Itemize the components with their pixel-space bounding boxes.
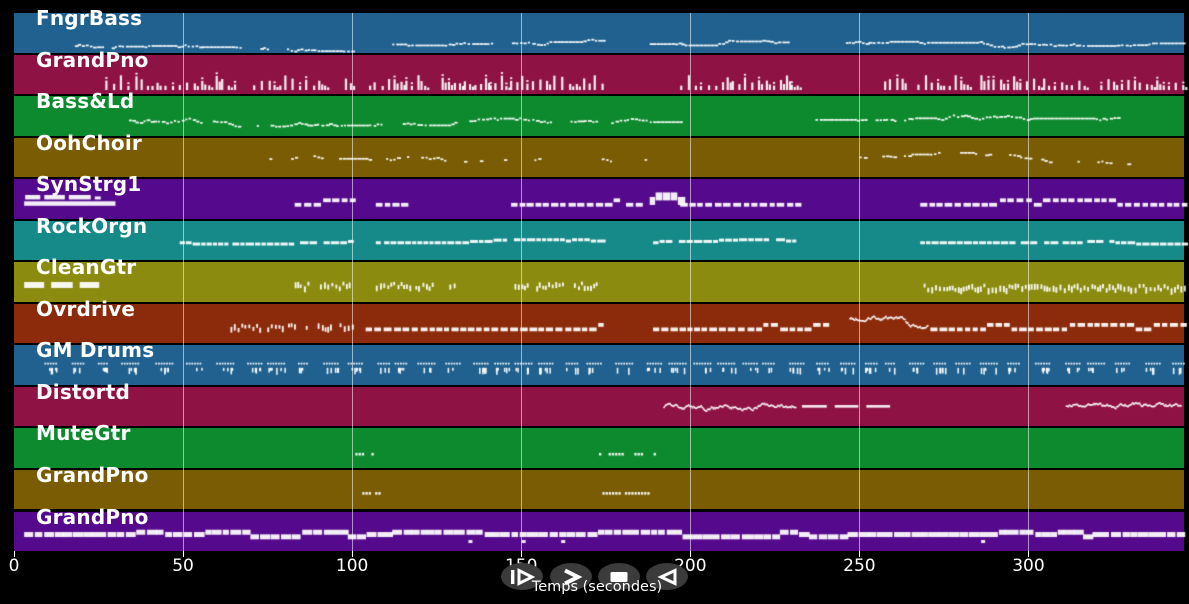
rewind-button[interactable]: [646, 563, 688, 590]
track-label: GrandPno: [36, 462, 149, 487]
track-label: MuteGtr: [36, 421, 131, 446]
fast-forward-button[interactable]: [550, 563, 592, 590]
track-label: Distortd: [36, 379, 131, 404]
track-label: GM Drums: [36, 338, 155, 363]
track-label: CleanGtr: [36, 255, 137, 280]
stop-icon: [610, 571, 628, 582]
fast-forward-icon: [564, 568, 583, 585]
axis-title: Temps (secondes): [531, 579, 663, 595]
track-label: Bass&Ld: [36, 89, 135, 114]
rewind-icon: [657, 567, 677, 586]
track-label: RockOrgn: [36, 213, 148, 238]
play-bar-icon: [511, 567, 535, 586]
play-button[interactable]: [501, 563, 543, 590]
track-label: SynStrg1: [36, 172, 142, 197]
track-label: OohChoir: [36, 130, 142, 155]
track-label: GrandPno: [36, 504, 149, 529]
stop-button[interactable]: [598, 563, 640, 590]
track-label: GrandPno: [36, 47, 149, 72]
track-label: FngrBass: [36, 6, 143, 30]
track-label: Ovrdrive: [36, 296, 136, 321]
